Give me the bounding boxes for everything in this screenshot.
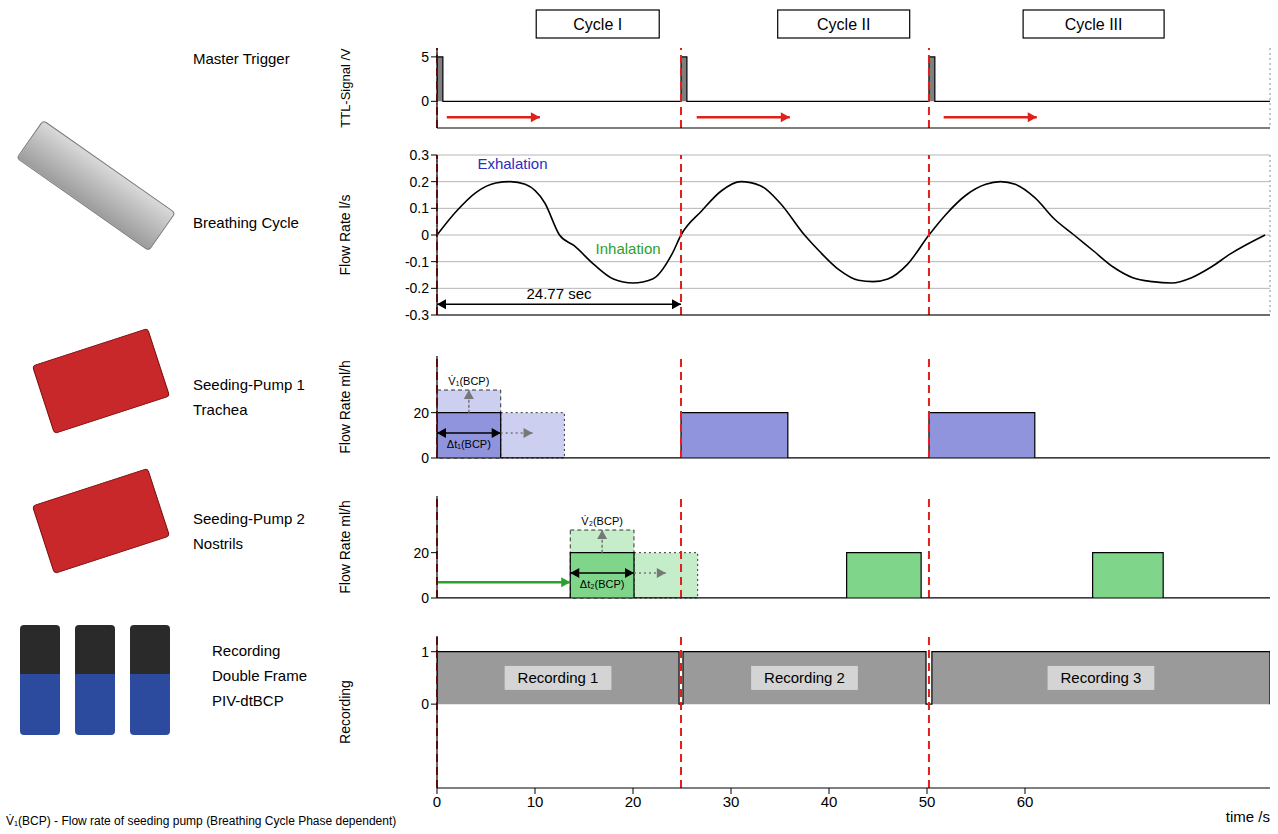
svg-text:Δt₁(BCP): Δt₁(BCP)	[447, 438, 491, 450]
svg-text:0.1: 0.1	[410, 200, 430, 216]
svg-text:time /s: time /s	[1226, 808, 1270, 824]
svg-text:Recording 2: Recording 2	[764, 669, 845, 686]
svg-text:1: 1	[421, 644, 429, 660]
html-text:Nostrils: Nostrils	[193, 535, 243, 552]
html-text:Seeding-Pump 1: Seeding-Pump 1	[193, 376, 305, 393]
svg-text:Recording: Recording	[337, 680, 353, 744]
html-text:PIV-dtBCP: PIV-dtBCP	[212, 692, 284, 709]
svg-text:20: 20	[625, 793, 642, 810]
svg-text:V̇₁(BCP): V̇₁(BCP)	[448, 375, 489, 387]
svg-text:Cycle I: Cycle I	[573, 16, 622, 33]
html-text:Master Trigger: Master Trigger	[193, 50, 290, 67]
svg-text:5: 5	[421, 49, 429, 65]
svg-text:10: 10	[527, 793, 544, 810]
html-text:Double Frame: Double Frame	[212, 667, 307, 684]
html-text:Recording: Recording	[212, 642, 281, 659]
svg-text:Flow Rate ml/h: Flow Rate ml/h	[337, 360, 353, 453]
svg-text:0: 0	[421, 590, 429, 606]
svg-text:50: 50	[919, 793, 936, 810]
svg-text:-0.3: -0.3	[405, 307, 429, 323]
svg-text:Flow Rate ml/h: Flow Rate ml/h	[337, 500, 353, 593]
svg-text:30: 30	[723, 793, 740, 810]
svg-text:Flow Rate l/s: Flow Rate l/s	[337, 195, 353, 276]
html-text:Trachea: Trachea	[193, 401, 248, 418]
svg-text:Recording 3: Recording 3	[1061, 669, 1142, 686]
svg-text:Inhalation: Inhalation	[596, 240, 661, 257]
svg-text:Δt₂(BCP): Δt₂(BCP)	[580, 578, 625, 590]
html-text:V̇₁(BCP) - Flow rate of seedin: V̇₁(BCP) - Flow rate of seeding pump (Br…	[6, 814, 397, 828]
svg-text:Exhalation: Exhalation	[477, 155, 547, 172]
svg-text:40: 40	[821, 793, 838, 810]
svg-text:0: 0	[421, 696, 429, 712]
svg-text:0: 0	[421, 450, 429, 466]
svg-text:Cycle II: Cycle II	[817, 16, 870, 33]
svg-text:Cycle III: Cycle III	[1065, 16, 1123, 33]
svg-text:0: 0	[421, 227, 429, 243]
svg-text:20: 20	[413, 405, 429, 421]
svg-text:24.77 sec: 24.77 sec	[526, 285, 592, 302]
svg-text:60: 60	[1017, 793, 1034, 810]
svg-text:0: 0	[433, 793, 441, 810]
html-text:Breathing Cycle: Breathing Cycle	[193, 214, 299, 231]
svg-text:-0.2: -0.2	[405, 280, 429, 296]
html-text:Seeding-Pump 2: Seeding-Pump 2	[193, 510, 305, 527]
svg-text:TTL-Signal /V: TTL-Signal /V	[338, 48, 353, 128]
svg-text:20: 20	[413, 545, 429, 561]
svg-text:Recording 1: Recording 1	[518, 669, 599, 686]
svg-text:0: 0	[421, 93, 429, 109]
svg-text:0.3: 0.3	[410, 147, 430, 163]
svg-text:V̇₂(BCP): V̇₂(BCP)	[581, 515, 623, 527]
svg-text:-0.1: -0.1	[405, 254, 429, 270]
svg-text:0.2: 0.2	[410, 174, 430, 190]
